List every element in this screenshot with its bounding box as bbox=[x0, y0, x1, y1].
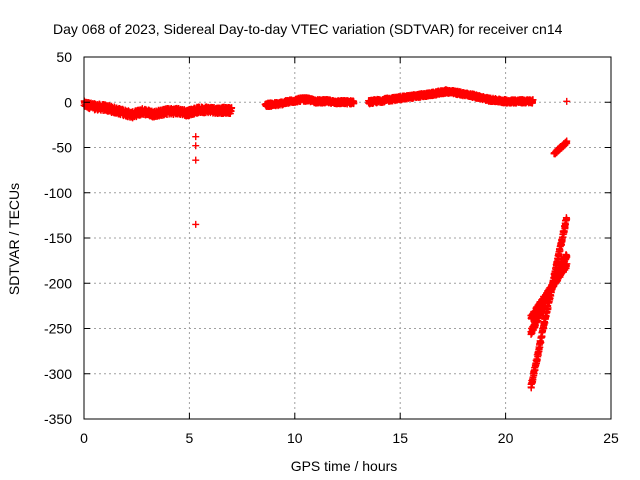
y-tick-label: -50 bbox=[52, 140, 72, 156]
data-point-short-line bbox=[563, 137, 571, 145]
y-tick-label: -100 bbox=[44, 185, 72, 201]
x-tick-label: 5 bbox=[186, 430, 194, 446]
y-tick-label: -300 bbox=[44, 366, 72, 382]
axis-layer: 0 5 10 15 20 25 50 0 -50 -100 -150 -200 -250 -300 -350 bbox=[44, 49, 619, 446]
x-axis-label: GPS time / hours bbox=[291, 458, 398, 474]
y-tick-label: -150 bbox=[44, 230, 72, 246]
y-axis-label: SDTVAR / TECUs bbox=[6, 183, 22, 295]
data-point-outlier bbox=[192, 142, 200, 150]
y-tick-label: 50 bbox=[56, 49, 72, 65]
y-tick-label: -250 bbox=[44, 321, 72, 337]
data-point-ramp-a bbox=[563, 215, 571, 223]
data-point-dense-early bbox=[228, 104, 236, 112]
data-point-outlier bbox=[192, 220, 200, 228]
x-tick-label: 10 bbox=[287, 430, 303, 446]
data-layer bbox=[80, 86, 571, 392]
data-point-outlier bbox=[192, 156, 200, 164]
data-point-ramp-c bbox=[563, 260, 571, 268]
data-point-ramp-b bbox=[563, 252, 571, 260]
data-point-dense-mid bbox=[350, 97, 358, 105]
y-tick-label: -200 bbox=[44, 275, 72, 291]
y-tick-label: 0 bbox=[64, 94, 72, 110]
x-tick-label: 0 bbox=[80, 430, 88, 446]
data-point-outlier bbox=[192, 133, 200, 141]
x-tick-label: 15 bbox=[392, 430, 408, 446]
x-tick-label: 25 bbox=[603, 430, 619, 446]
data-point-dense-late bbox=[529, 96, 537, 104]
data-point-outlier bbox=[563, 97, 571, 105]
chart-title: Day 068 of 2023, Sidereal Day-to-day VTE… bbox=[53, 21, 563, 37]
y-tick-label: -350 bbox=[44, 411, 72, 427]
x-tick-label: 20 bbox=[498, 430, 514, 446]
